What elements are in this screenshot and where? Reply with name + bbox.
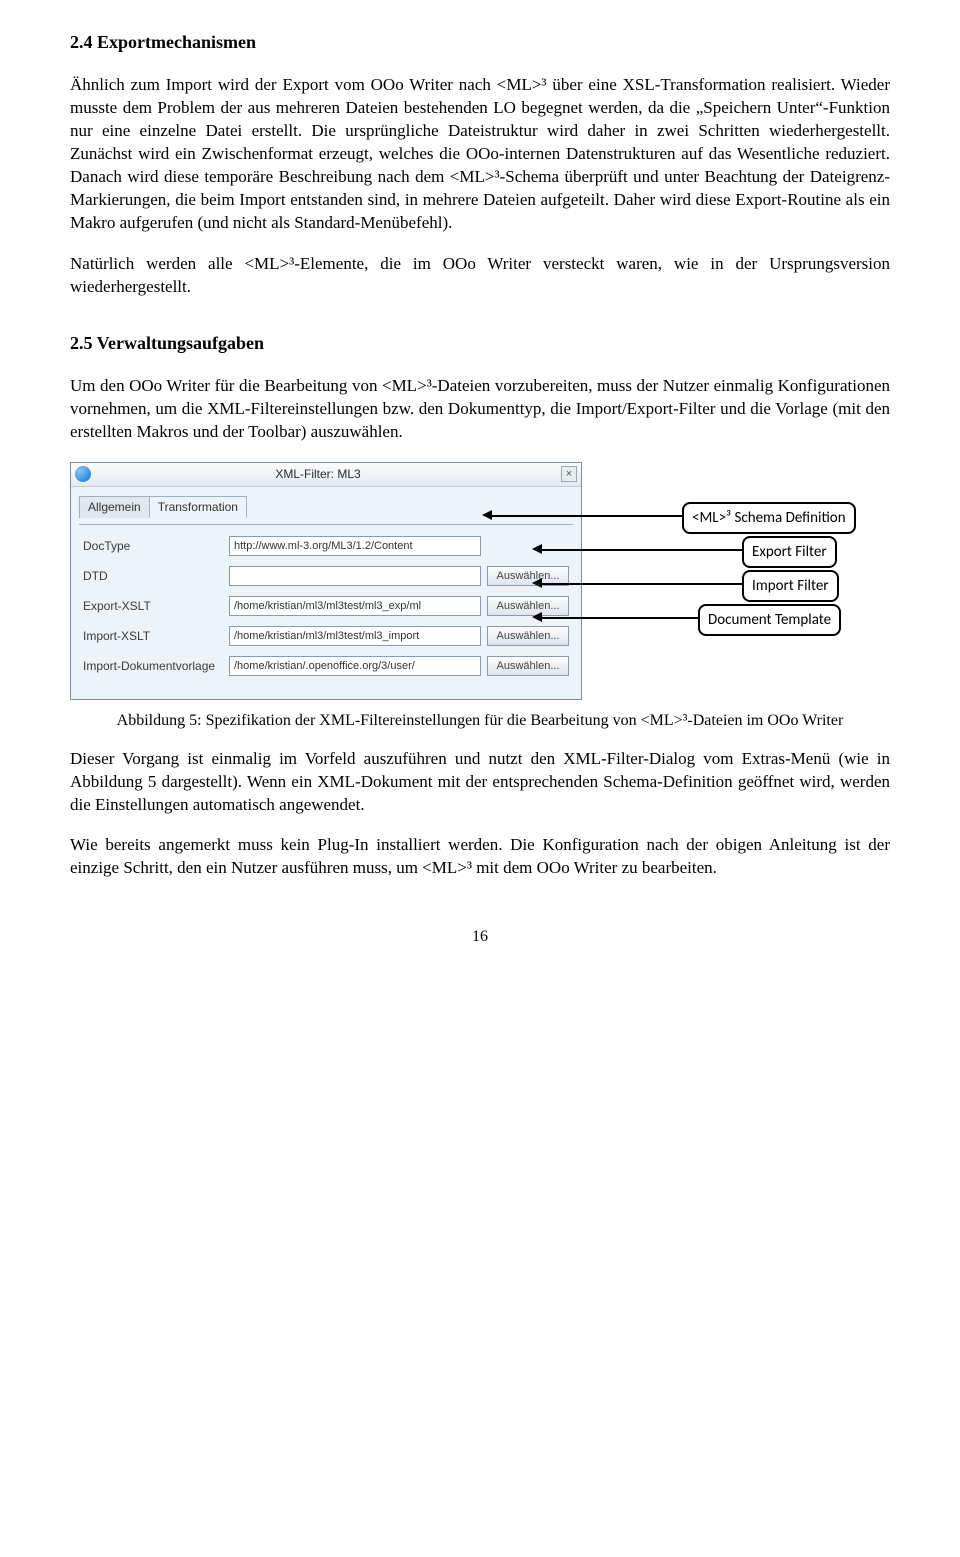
callout-import: Import Filter xyxy=(742,570,839,602)
heading-admin: 2.5 Verwaltungsaufgaben xyxy=(70,331,890,355)
label-export-xslt: Export-XSLT xyxy=(83,598,229,614)
tab-transformation[interactable]: Transformation xyxy=(149,496,247,518)
button-browse-template[interactable]: Auswählen... xyxy=(487,656,569,676)
close-icon[interactable]: × xyxy=(561,466,577,482)
dialog-xml-filter: XML-Filter: ML3 × Allgemein Transformati… xyxy=(70,462,582,700)
page-number: 16 xyxy=(70,926,890,948)
paragraph: Dieser Vorgang ist einmalig im Vorfeld a… xyxy=(70,748,890,817)
tab-general[interactable]: Allgemein xyxy=(79,496,150,518)
heading-export: 2.4 Exportmechanismen xyxy=(70,30,890,54)
paragraph: Natürlich werden alle <ML>³-Elemente, di… xyxy=(70,253,890,299)
input-import-template[interactable]: /home/kristian/.openoffice.org/3/user/ xyxy=(229,656,481,676)
callout-export: Export Filter xyxy=(742,536,837,568)
label-doctype: DocType xyxy=(83,538,229,554)
callouts: <ML>³ Schema Definition Export Filter Im… xyxy=(582,462,890,662)
paragraph: Ähnlich zum Import wird der Export vom O… xyxy=(70,74,890,235)
label-import-template: Import-Dokumentvorlage xyxy=(83,658,229,674)
paragraph: Um den OOo Writer für die Bearbeitung vo… xyxy=(70,375,890,444)
input-doctype[interactable]: http://www.ml-3.org/ML3/1.2/Content xyxy=(229,536,481,556)
button-browse-export[interactable]: Auswählen... xyxy=(487,596,569,616)
button-browse-import[interactable]: Auswählen... xyxy=(487,626,569,646)
figure-xml-filter: XML-Filter: ML3 × Allgemein Transformati… xyxy=(70,462,890,700)
input-export-xslt[interactable]: /home/kristian/ml3/ml3test/ml3_exp/ml xyxy=(229,596,481,616)
input-import-xslt[interactable]: /home/kristian/ml3/ml3test/ml3_import xyxy=(229,626,481,646)
label-import-xslt: Import-XSLT xyxy=(83,628,229,644)
dialog-titlebar: XML-Filter: ML3 × xyxy=(71,463,581,487)
form-area: DocType http://www.ml-3.org/ML3/1.2/Cont… xyxy=(79,524,573,689)
figure-caption: Abbildung 5: Spezifikation der XML-Filte… xyxy=(70,710,890,732)
dialog-title: XML-Filter: ML3 xyxy=(75,466,561,482)
callout-schema: <ML>³ Schema Definition xyxy=(682,502,856,534)
input-dtd[interactable] xyxy=(229,566,481,586)
label-dtd: DTD xyxy=(83,568,229,584)
paragraph: Wie bereits angemerkt muss kein Plug-In … xyxy=(70,834,890,880)
callout-template: Document Template xyxy=(698,604,841,636)
